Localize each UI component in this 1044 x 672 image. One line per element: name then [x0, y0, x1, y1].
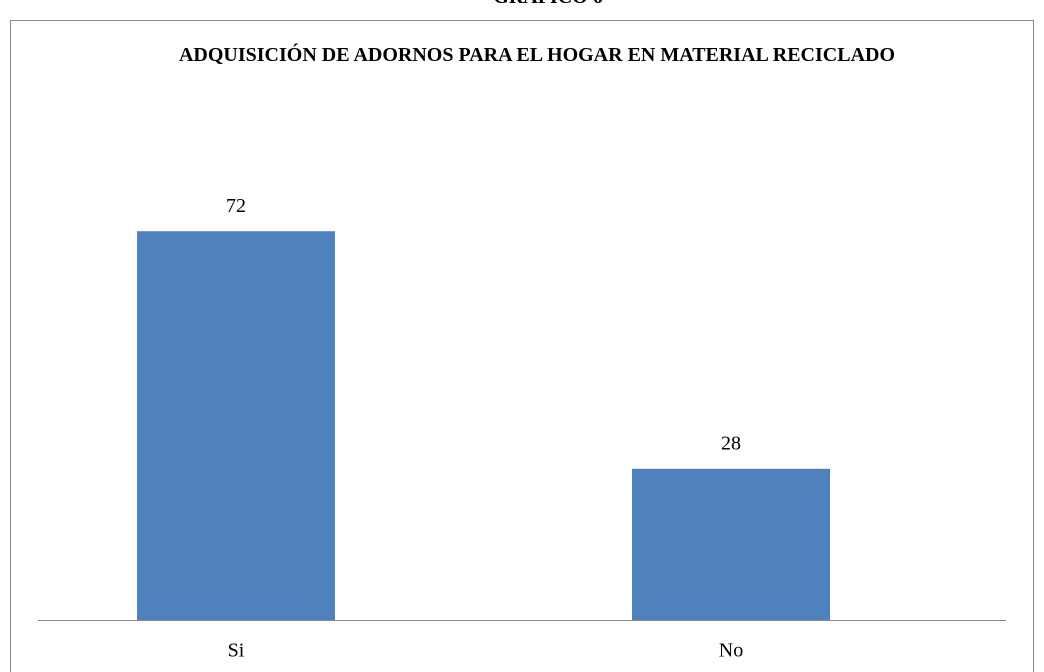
bar	[137, 231, 335, 620]
value-label: 72	[226, 195, 246, 217]
page-heading: GRÁFICO 6	[0, 0, 1044, 9]
chart-title: ADQUISICIÓN DE ADORNOS PARA EL HOGAR EN …	[178, 44, 896, 66]
bar	[632, 468, 830, 620]
value-label: 28	[721, 432, 741, 454]
x-tick-label: Si	[228, 640, 245, 662]
x-tick-label: No	[719, 640, 743, 662]
